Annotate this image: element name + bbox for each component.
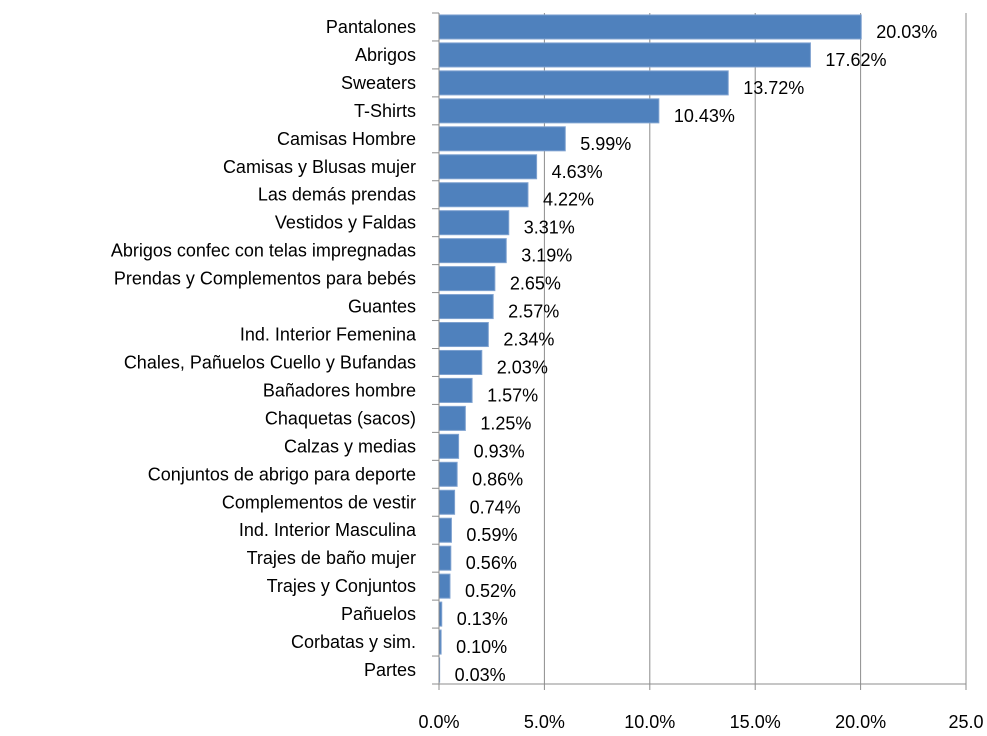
value-label: 2.65%	[510, 274, 561, 294]
value-label: 4.22%	[543, 190, 594, 210]
y-tick-label: Corbatas y sim.	[291, 632, 416, 652]
y-tick-label: Guantes	[348, 297, 416, 317]
y-tick-label: Las demás prendas	[258, 185, 416, 205]
y-tick-label: Pantalones	[326, 17, 416, 37]
value-label: 1.25%	[480, 413, 531, 433]
value-label: 0.59%	[466, 525, 517, 545]
y-tick-label: Camisas Hombre	[277, 129, 416, 149]
y-tick-label: Chales, Pañuelos Cuello y Bufandas	[124, 352, 416, 372]
bar	[438, 321, 489, 348]
value-label: 13.72%	[743, 78, 804, 98]
y-tick-label: Calzas y medias	[284, 436, 416, 456]
bar	[438, 98, 660, 124]
bar	[438, 126, 566, 152]
bar	[438, 182, 529, 208]
y-tick-label: T-Shirts	[354, 101, 416, 121]
x-tick-label: 0.0%	[418, 712, 459, 732]
value-label: 0.52%	[465, 581, 516, 601]
y-tick-label: Abrigos confec con telas impregnadas	[111, 241, 416, 261]
y-tick-label: Sweaters	[341, 73, 416, 93]
value-label: 2.03%	[497, 357, 548, 377]
value-label: 0.03%	[455, 665, 506, 685]
y-tick-label: Chaquetas (sacos)	[265, 408, 416, 428]
bar	[438, 377, 473, 403]
y-tick-label: Conjuntos de abrigo para deporte	[148, 464, 416, 484]
bar	[438, 433, 460, 459]
bar	[438, 210, 510, 236]
value-label: 2.34%	[503, 330, 554, 350]
bar	[438, 294, 494, 320]
bar	[438, 405, 466, 431]
y-tick-label: Camisas y Blusas mujer	[223, 157, 416, 177]
bar	[438, 573, 451, 599]
y-tick-label: Ind. Interior Femenina	[240, 325, 417, 345]
bar	[438, 349, 483, 376]
value-label: 0.13%	[457, 609, 508, 629]
y-tick-label: Complementos de vestir	[222, 492, 416, 512]
value-label: 0.10%	[456, 637, 507, 657]
bar	[438, 266, 496, 292]
x-tick-label: 20.0%	[835, 712, 886, 732]
value-label: 0.86%	[472, 469, 523, 489]
y-tick-label: Pañuelos	[341, 604, 416, 624]
y-tick-label: Bañadores hombre	[263, 380, 416, 400]
bar	[438, 70, 729, 96]
y-tick-label: Partes	[364, 660, 416, 680]
value-label: 5.99%	[580, 134, 631, 154]
bar	[438, 42, 811, 68]
value-label: 2.57%	[508, 302, 559, 322]
bar	[438, 14, 862, 40]
x-tick-label: 15.0%	[730, 712, 781, 732]
x-tick-label: 25.0	[948, 712, 983, 732]
bar	[438, 489, 456, 515]
x-tick-label: 5.0%	[524, 712, 565, 732]
y-tick-label: Ind. Interior Masculina	[239, 520, 417, 540]
bar	[438, 545, 452, 571]
value-label: 1.57%	[487, 385, 538, 405]
x-tick-label: 10.0%	[624, 712, 675, 732]
value-label: 0.74%	[470, 497, 521, 517]
y-tick-label: Abrigos	[355, 45, 416, 65]
bar	[438, 461, 458, 487]
value-label: 17.62%	[825, 50, 886, 70]
value-label: 0.93%	[474, 441, 525, 461]
bar	[438, 238, 507, 264]
value-label: 3.31%	[524, 218, 575, 238]
bar	[438, 517, 452, 543]
bar	[438, 154, 538, 180]
value-label: 3.19%	[521, 246, 572, 266]
value-label: 20.03%	[876, 22, 937, 42]
value-label: 10.43%	[674, 106, 735, 126]
y-tick-label: Trajes y Conjuntos	[267, 576, 416, 596]
y-tick-label: Trajes de baño mujer	[247, 548, 416, 568]
y-tick-label: Vestidos y Faldas	[275, 213, 416, 233]
y-tick-label: Prendas y Complementos para bebés	[114, 269, 416, 289]
value-label: 4.63%	[552, 162, 603, 182]
value-label: 0.56%	[466, 553, 517, 573]
